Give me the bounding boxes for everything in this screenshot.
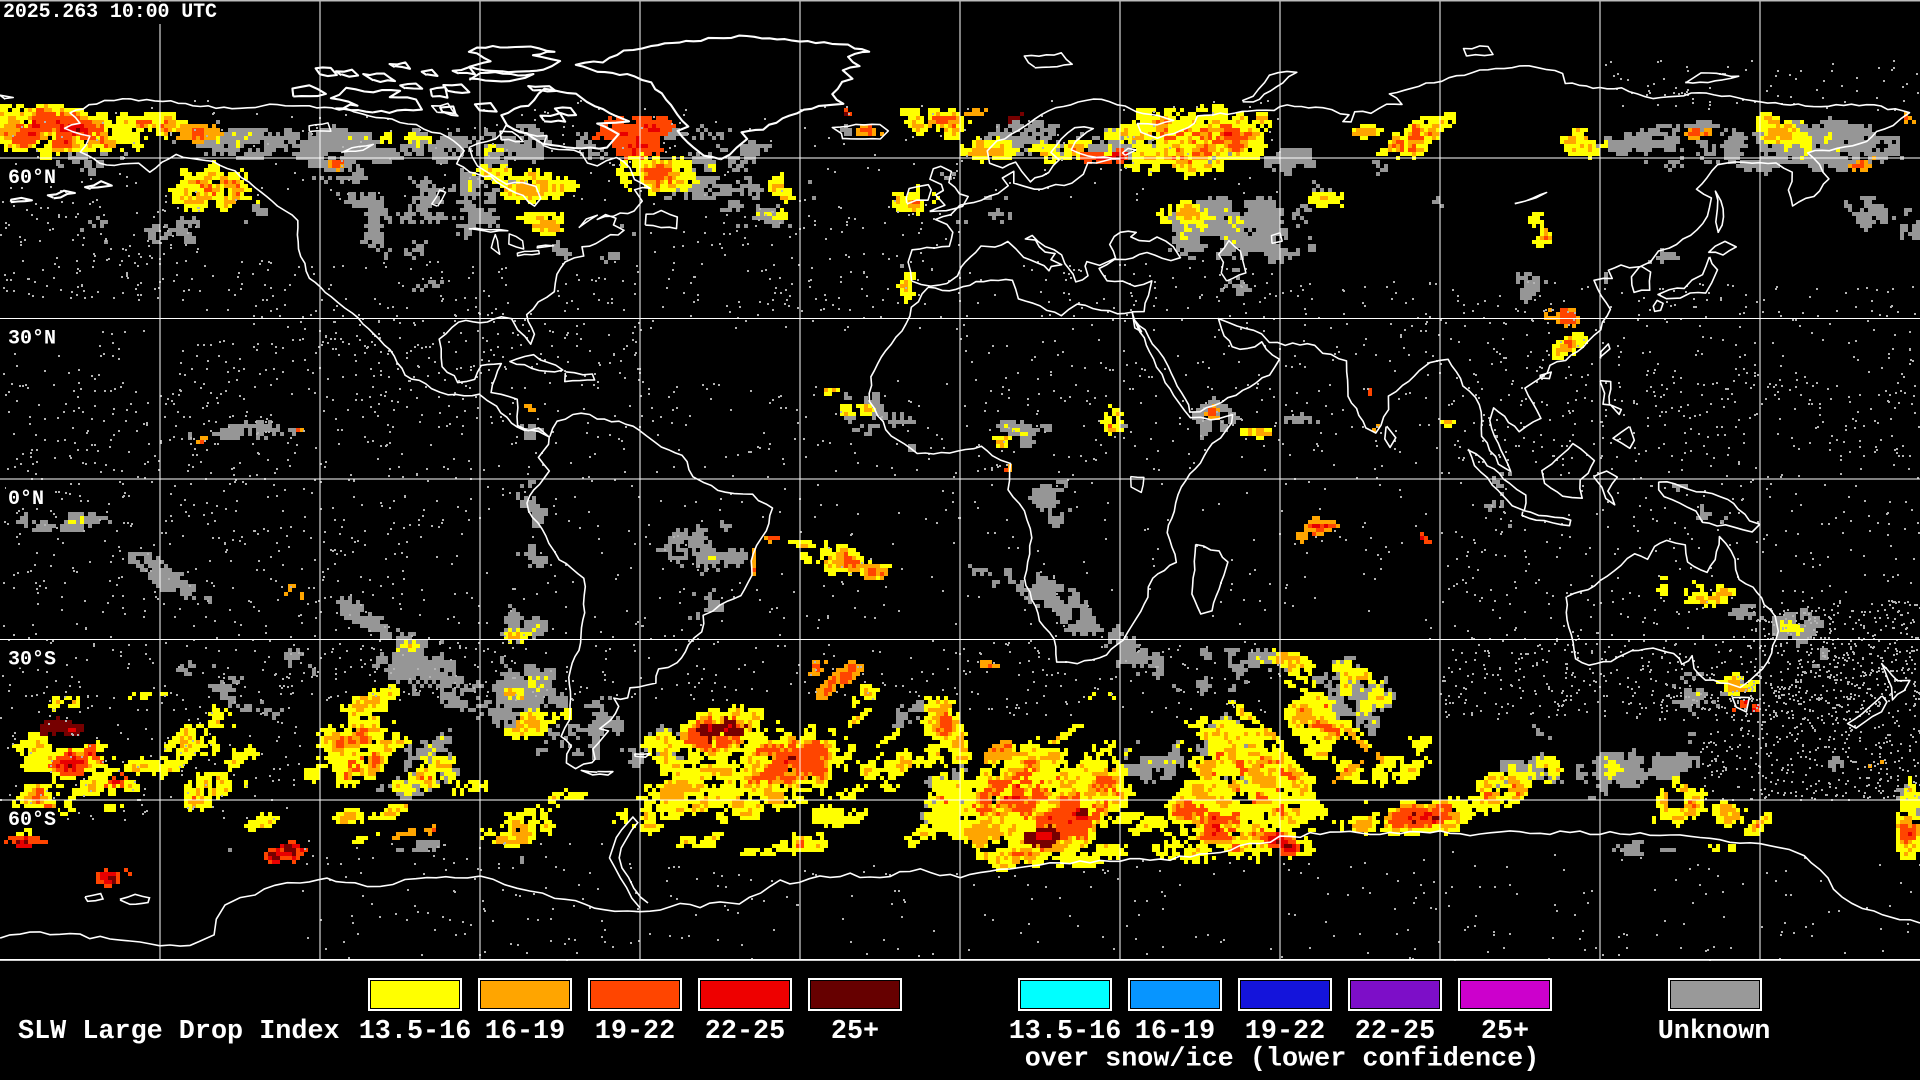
- svg-text:0°N: 0°N: [8, 488, 44, 511]
- svg-text:2025.263 10:00 UTC: 2025.263 10:00 UTC: [3, 1, 217, 24]
- svg-text:22-25: 22-25: [705, 1017, 785, 1047]
- svg-text:30°N: 30°N: [8, 328, 56, 351]
- svg-text:16-19: 16-19: [485, 1017, 565, 1047]
- svg-text:22-25: 22-25: [1355, 1017, 1435, 1047]
- svg-text:19-22: 19-22: [1245, 1017, 1325, 1047]
- svg-text:60°S: 60°S: [8, 809, 56, 832]
- svg-text:Unknown: Unknown: [1658, 1017, 1771, 1047]
- svg-text:over snow/ice (lower confidenc: over snow/ice (lower confidence): [1025, 1045, 1540, 1075]
- svg-text:13.5-16: 13.5-16: [1009, 1017, 1122, 1047]
- svg-text:19-22: 19-22: [595, 1017, 675, 1047]
- svg-text:25+: 25+: [831, 1017, 879, 1047]
- svg-text:30°S: 30°S: [8, 649, 56, 672]
- svg-text:16-19: 16-19: [1135, 1017, 1215, 1047]
- svg-text:25+: 25+: [1481, 1017, 1529, 1047]
- svg-text:SLW Large Drop Index: SLW Large Drop Index: [18, 1017, 340, 1047]
- svg-text:13.5-16: 13.5-16: [359, 1017, 472, 1047]
- svg-text:60°N: 60°N: [8, 167, 56, 190]
